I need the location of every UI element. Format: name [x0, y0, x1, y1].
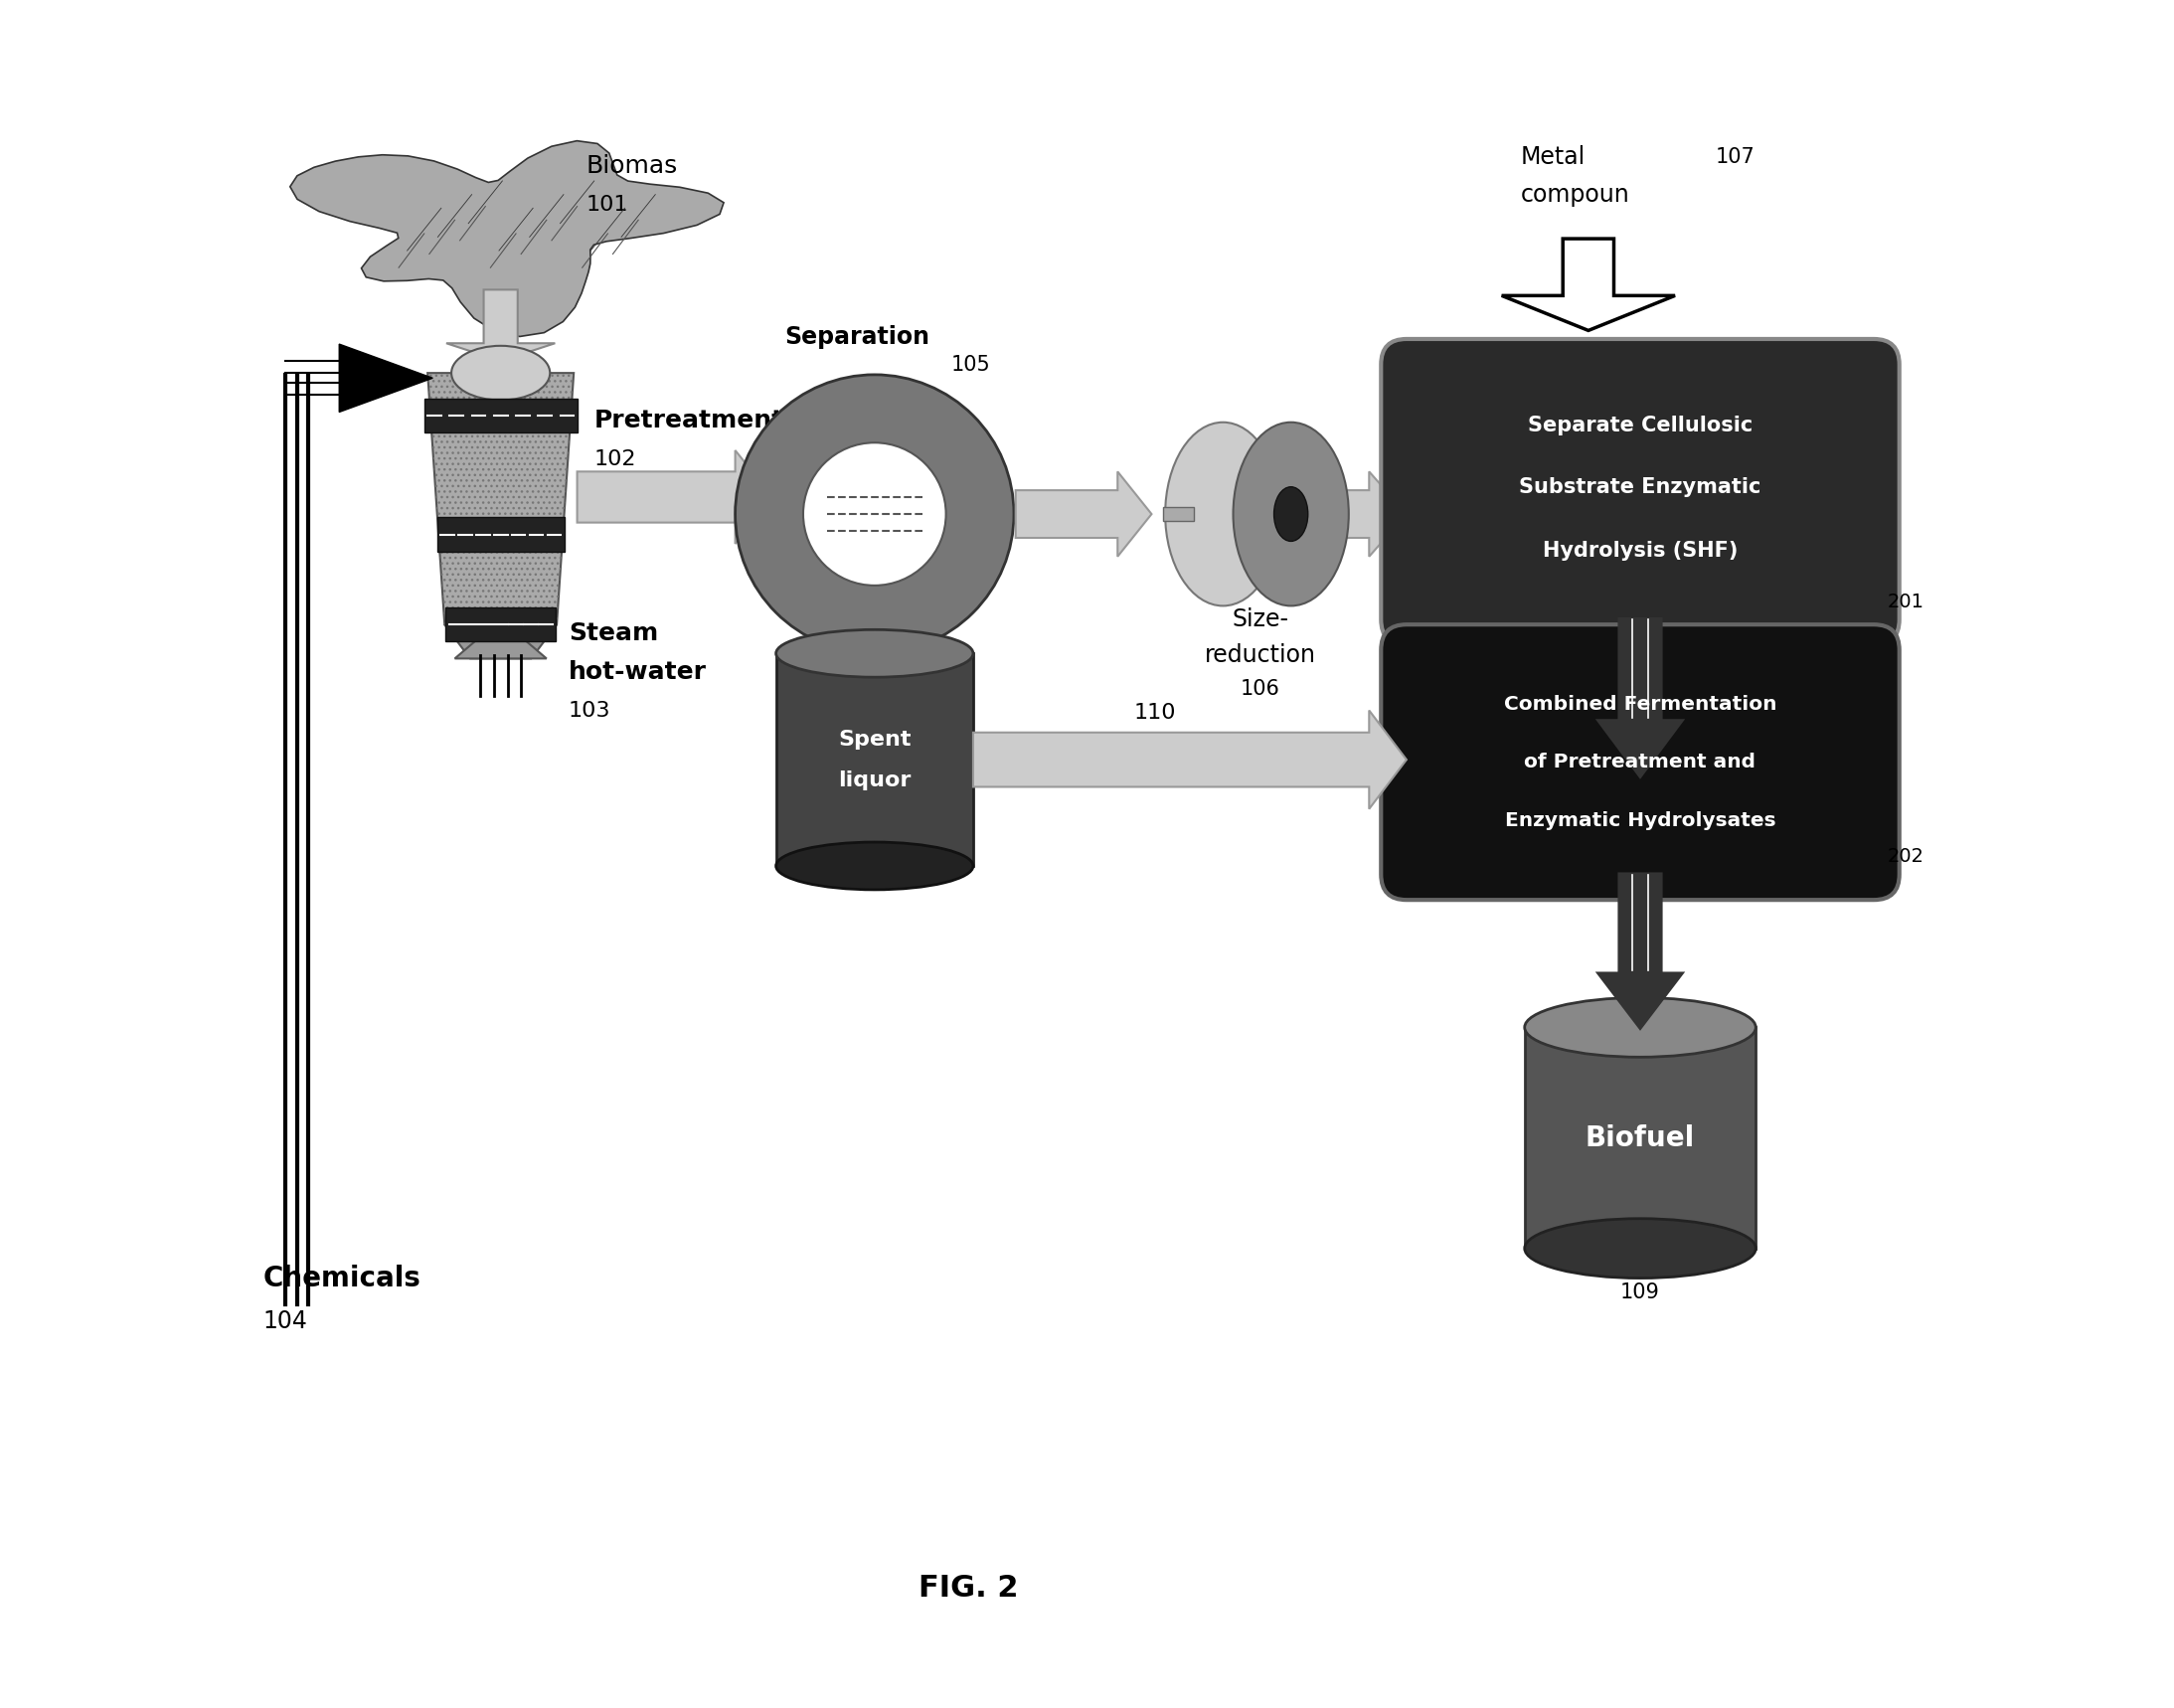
Polygon shape — [807, 651, 944, 849]
FancyBboxPatch shape — [1380, 625, 1900, 900]
Ellipse shape — [1524, 997, 1757, 1057]
Text: of Pretreatment and: of Pretreatment and — [1524, 753, 1757, 772]
Polygon shape — [974, 711, 1407, 810]
Polygon shape — [1502, 239, 1674, 330]
FancyBboxPatch shape — [1380, 338, 1900, 646]
Text: Size-: Size- — [1233, 608, 1289, 632]
Text: hot-water: hot-water — [570, 661, 707, 685]
Text: 107: 107 — [1715, 147, 1754, 167]
Polygon shape — [446, 290, 554, 360]
Polygon shape — [1600, 620, 1681, 775]
Ellipse shape — [1233, 422, 1348, 606]
Text: Hydrolysis (SHF): Hydrolysis (SHF) — [1544, 541, 1737, 560]
Text: Biofuel: Biofuel — [1585, 1124, 1696, 1151]
Text: Chemicals: Chemicals — [263, 1266, 422, 1293]
Ellipse shape — [1165, 422, 1280, 606]
Text: FIG. 2: FIG. 2 — [917, 1573, 1017, 1602]
Text: Spent: Spent — [837, 729, 911, 750]
Text: 104: 104 — [263, 1310, 307, 1334]
Text: Separation: Separation — [785, 325, 930, 348]
Text: Separate Cellulosic: Separate Cellulosic — [1528, 415, 1752, 436]
Polygon shape — [1330, 471, 1407, 557]
Polygon shape — [1015, 471, 1152, 557]
Circle shape — [802, 442, 946, 586]
Text: liquor: liquor — [839, 770, 911, 791]
Text: Combined Fermentation: Combined Fermentation — [1504, 695, 1776, 714]
Text: 103: 103 — [570, 702, 611, 721]
Text: 101: 101 — [585, 195, 628, 215]
Text: Enzymatic Hydrolysates: Enzymatic Hydrolysates — [1504, 811, 1776, 830]
Ellipse shape — [1524, 1218, 1757, 1278]
FancyBboxPatch shape — [1163, 507, 1194, 521]
Text: 109: 109 — [1620, 1283, 1661, 1301]
Text: 110: 110 — [1135, 702, 1176, 722]
Text: 102: 102 — [594, 449, 637, 470]
Text: 105: 105 — [950, 355, 991, 374]
Ellipse shape — [452, 345, 550, 400]
Ellipse shape — [1274, 487, 1309, 541]
FancyBboxPatch shape — [1524, 1028, 1757, 1249]
Polygon shape — [339, 343, 433, 412]
Text: 202: 202 — [1887, 847, 1924, 866]
Polygon shape — [428, 372, 574, 625]
Polygon shape — [454, 620, 546, 659]
Text: compoun: compoun — [1520, 183, 1630, 207]
FancyBboxPatch shape — [437, 518, 565, 552]
Polygon shape — [1600, 874, 1681, 1028]
Ellipse shape — [776, 842, 974, 890]
Polygon shape — [446, 625, 557, 659]
FancyBboxPatch shape — [446, 608, 557, 642]
Ellipse shape — [776, 630, 974, 678]
Text: Pretreatment: Pretreatment — [594, 408, 785, 432]
Circle shape — [735, 374, 1013, 654]
Polygon shape — [289, 140, 724, 336]
Text: Biomas: Biomas — [585, 154, 678, 178]
Text: reduction: reduction — [1204, 644, 1315, 668]
Text: 106: 106 — [1241, 678, 1280, 699]
Polygon shape — [576, 451, 772, 543]
Text: 201: 201 — [1887, 593, 1924, 611]
Text: Metal: Metal — [1520, 145, 1585, 169]
FancyBboxPatch shape — [424, 398, 576, 432]
FancyBboxPatch shape — [776, 654, 974, 866]
Text: Steam: Steam — [570, 622, 659, 646]
Text: Substrate Enzymatic: Substrate Enzymatic — [1520, 477, 1761, 497]
